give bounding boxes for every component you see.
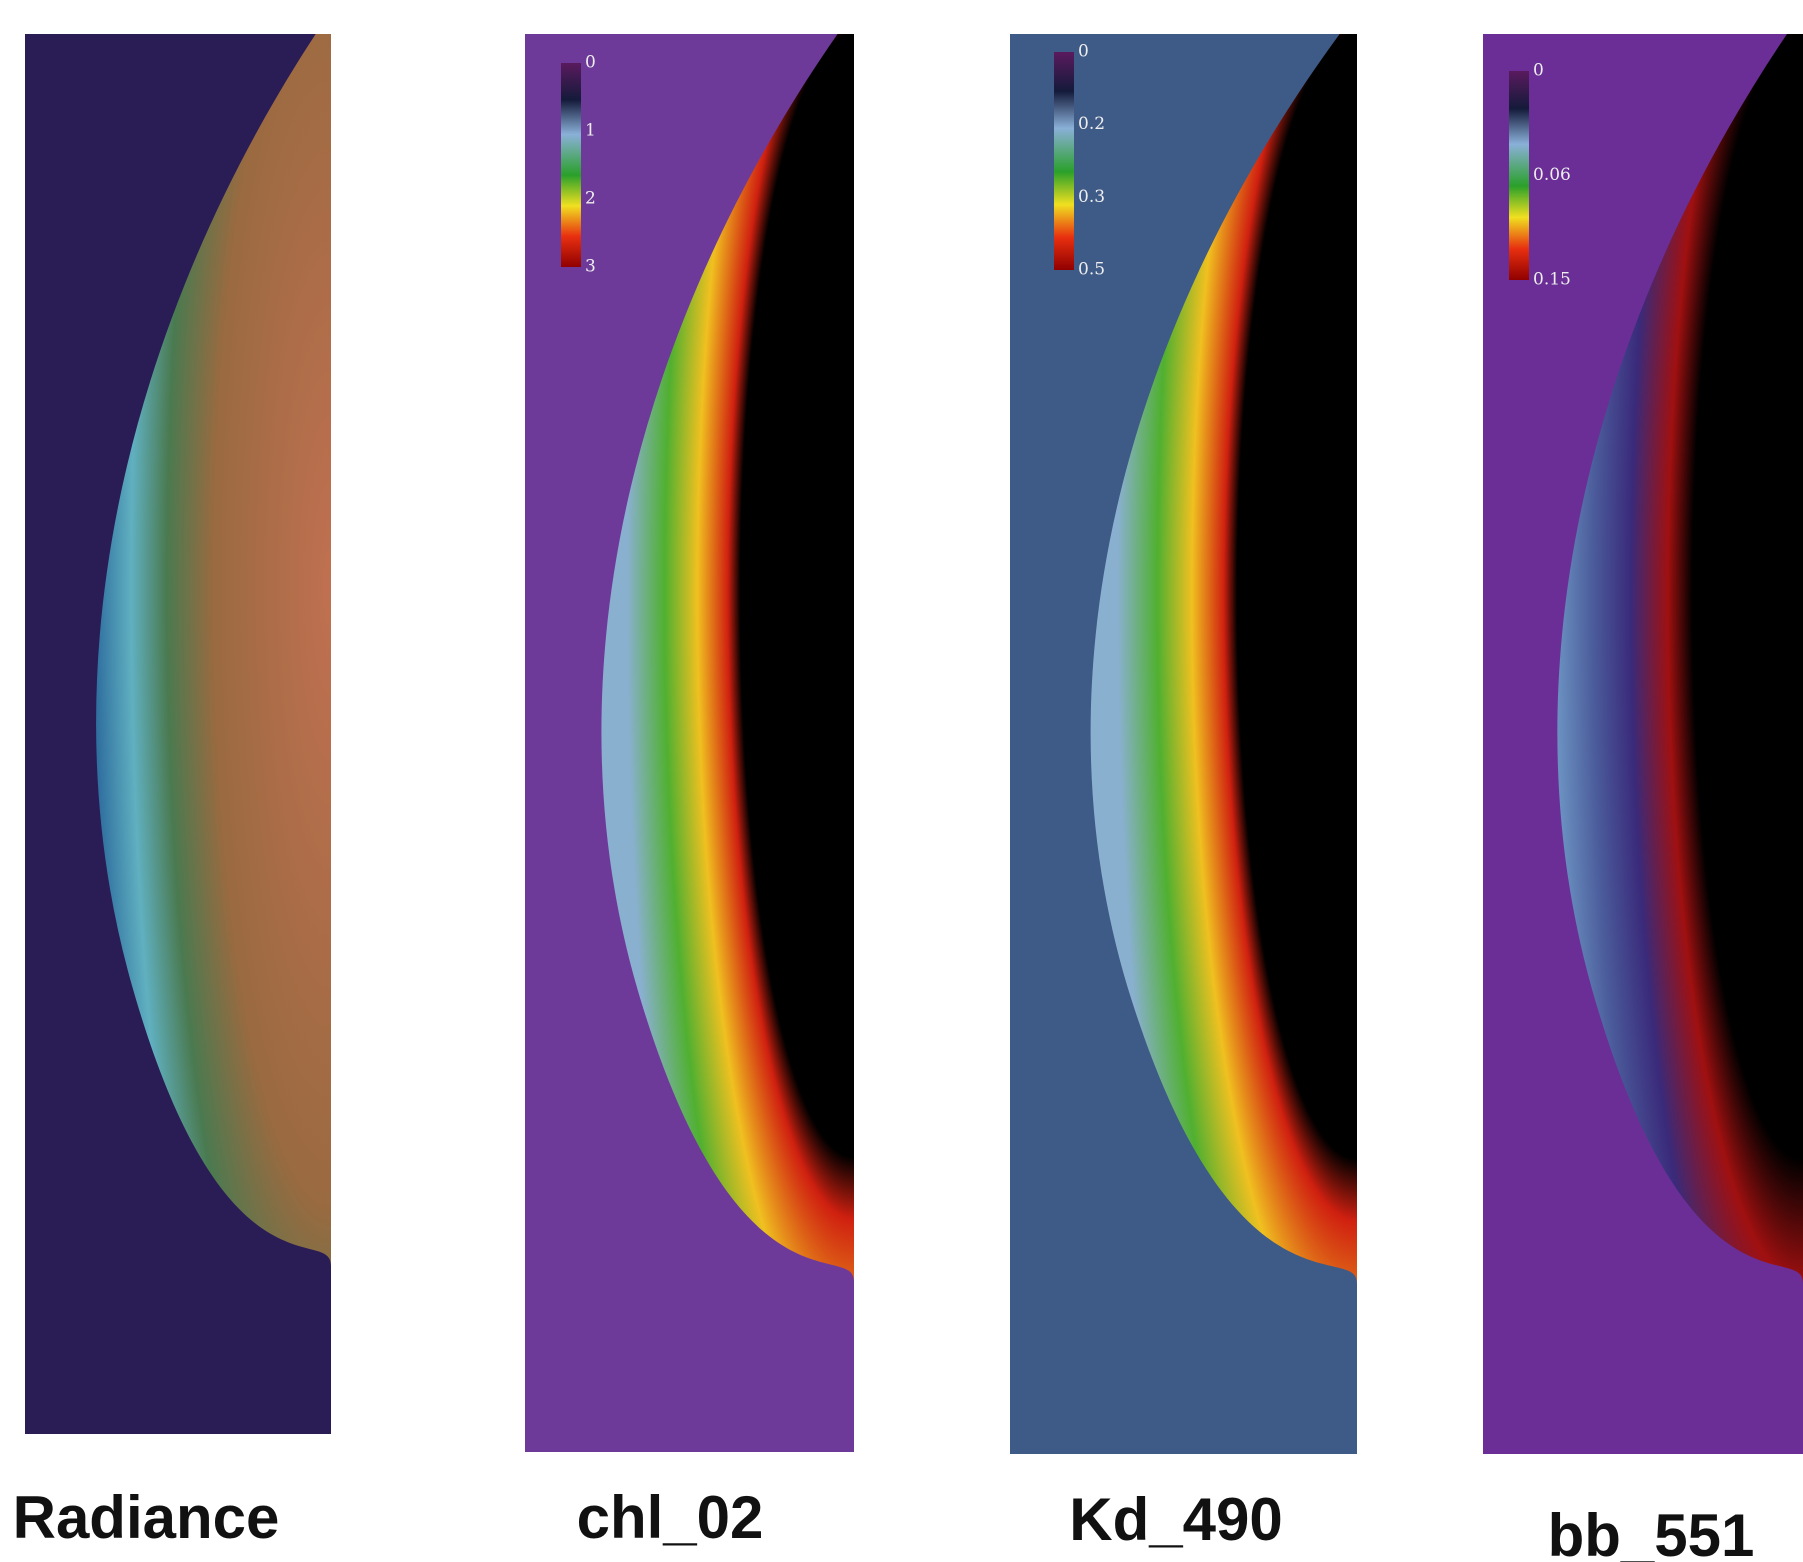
panel-label: Kd_490: [1069, 1486, 1282, 1553]
colorbar-tick-label: 0.2: [1078, 114, 1105, 134]
colorbar: [561, 63, 581, 267]
colorbar-tick-label: 0.3: [1078, 187, 1105, 207]
satellite-image: [25, 34, 331, 1434]
figure: Radiance chl_02 0 1 2 3 Kd_490 0 0.2 0.3 0.5 bb_551…: [0, 0, 1803, 1562]
colorbar-tick-label: 0: [1533, 61, 1544, 81]
colorbar-tick-label: 1: [585, 121, 596, 141]
panel-label: Radiance: [13, 1484, 280, 1551]
colorbar-tick-label: 0: [585, 53, 596, 73]
panel-label: bb_551: [1548, 1502, 1755, 1562]
colorbar-tick-label: 3: [585, 257, 596, 277]
image-panel: Radiance: [13, 34, 331, 1551]
image-panel: bb_551 0 0.06 0.15: [1483, 34, 1803, 1562]
colorbar-tick-label: 0.06: [1533, 165, 1571, 185]
colorbar-tick-label: 2: [585, 189, 596, 209]
colorbar-tick-label: 0.5: [1078, 260, 1105, 280]
colorbar: [1509, 71, 1529, 280]
colorbar: [1054, 52, 1074, 270]
panel-label: chl_02: [577, 1484, 764, 1551]
satellite-image: [1483, 34, 1803, 1454]
colorbar-tick-label: 0: [1078, 42, 1089, 62]
colorbar-tick-label: 0.15: [1533, 270, 1571, 290]
image-panel: chl_02 0 1 2 3: [525, 34, 854, 1551]
image-panel: Kd_490 0 0.2 0.3 0.5: [1010, 34, 1357, 1553]
